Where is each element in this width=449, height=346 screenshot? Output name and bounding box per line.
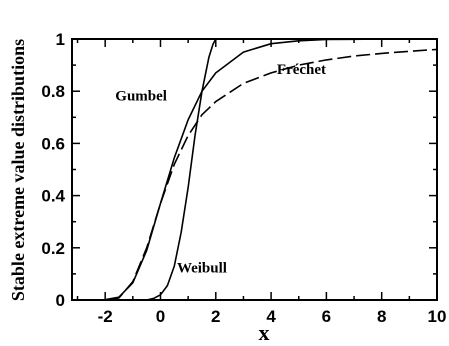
plot-frame [71,38,438,301]
x-tick-label: 8 [377,307,386,326]
y-axis-title: Stable extreme value distributions [8,39,28,301]
series-line-gumbel [105,38,437,301]
y-tick-label: 0 [56,291,65,310]
y-tick-label: 0.8 [41,82,65,101]
x-axis-title: x [259,320,270,345]
x-tick-label: 2 [211,307,220,326]
x-tick-label: 4 [266,307,276,326]
x-tick-label: -2 [98,307,113,326]
y-tick-label: 1 [56,30,65,49]
series-line-frechet [110,48,438,301]
series-label-frechet: Fréchet [277,62,326,78]
plot-frame-group [71,38,438,301]
y-tick-label: 0.4 [41,187,65,206]
curves-group [105,38,438,301]
series-label-gumbel: Gumbel [115,88,167,104]
y-tick-label: 0.2 [41,239,65,258]
ticks-group: -2 0 2 4 6 8 10 0 0.2 0.4 0.6 0.8 1 [41,30,446,326]
x-tick-label: 0 [156,307,165,326]
series-label-weibull: Weibull [177,261,227,277]
labels-group: Gumbel Fréchet Weibull [115,62,326,276]
y-tick-label: 0.6 [41,134,65,153]
x-tick-label: 6 [322,307,331,326]
x-tick-label: 10 [428,307,447,326]
